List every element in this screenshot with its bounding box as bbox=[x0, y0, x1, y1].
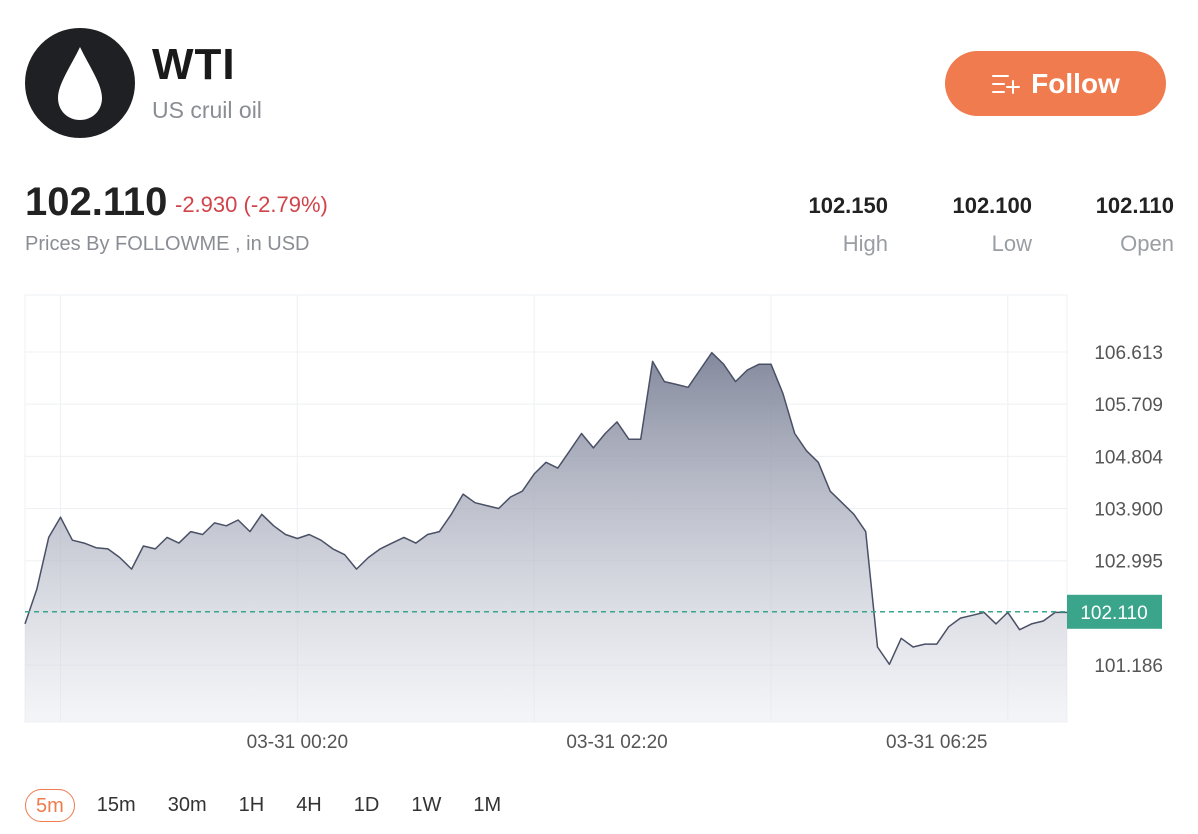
timeframe-selector: 5m 15m 30m 1H 4H 1D 1W 1M bbox=[25, 789, 511, 822]
stat-open: 102.110 Open bbox=[1044, 193, 1174, 257]
timeframe-1h[interactable]: 1H bbox=[238, 794, 265, 816]
y-tick-label: 101.186 bbox=[1094, 656, 1163, 677]
follow-label: Follow bbox=[1031, 67, 1120, 99]
timeframe-30m[interactable]: 30m bbox=[167, 794, 207, 816]
price-source: Prices By FOLLOWME , in USD bbox=[25, 233, 310, 255]
stat-high-value: 102.150 bbox=[808, 193, 888, 218]
stat-high-label: High bbox=[842, 231, 888, 256]
y-tick-label: 106.613 bbox=[1094, 343, 1163, 364]
current-price-tag bbox=[1067, 594, 1162, 629]
timeframe-1w[interactable]: 1W bbox=[411, 794, 442, 816]
y-tick-label: 103.900 bbox=[1094, 500, 1163, 521]
timeframe-5m[interactable]: 5m bbox=[25, 789, 75, 822]
y-tick-label: 104.804 bbox=[1094, 447, 1163, 468]
current-price: 102.110 bbox=[25, 180, 168, 224]
oil-drop-icon bbox=[25, 28, 135, 138]
price-line bbox=[24, 351, 1067, 666]
timeframe-1m[interactable]: 1M bbox=[473, 794, 502, 816]
stat-low-label: Low bbox=[991, 231, 1032, 256]
y-tick-label: 105.709 bbox=[1094, 395, 1163, 416]
instrument-symbol: WTI bbox=[152, 40, 236, 89]
x-tick-label: 03-31 06:25 bbox=[886, 732, 987, 753]
add-list-icon bbox=[992, 74, 1021, 94]
stat-high: 102.150 High bbox=[758, 193, 888, 257]
price-area bbox=[25, 352, 1067, 722]
price-change: -2.930 (-2.79%) bbox=[175, 192, 328, 217]
x-tick-label: 03-31 00:20 bbox=[247, 732, 348, 753]
follow-button[interactable]: Follow bbox=[945, 51, 1166, 116]
x-tick-label: 03-31 02:20 bbox=[566, 732, 667, 753]
timeframe-4h[interactable]: 4H bbox=[296, 794, 322, 816]
y-tick-label: 102.995 bbox=[1094, 552, 1163, 573]
instrument-name: US cruil oil bbox=[152, 97, 262, 123]
stat-open-value: 102.110 bbox=[1095, 193, 1174, 218]
current-price-tag-label: 102.110 bbox=[1080, 603, 1147, 624]
stat-open-label: Open bbox=[1120, 231, 1174, 256]
timeframe-1d[interactable]: 1D bbox=[353, 794, 380, 816]
stat-low: 102.100 Low bbox=[902, 193, 1032, 257]
timeframe-15m[interactable]: 15m bbox=[96, 794, 136, 816]
stat-low-value: 102.100 bbox=[952, 193, 1032, 218]
